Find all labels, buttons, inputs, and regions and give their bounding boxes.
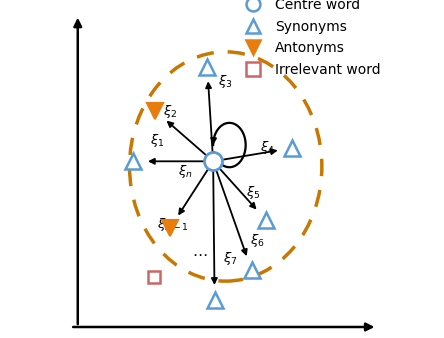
Text: $\cdots$: $\cdots$	[192, 245, 207, 261]
Legend: Centre word, Synonyms, Antonyms, Irrelevant word: Centre word, Synonyms, Antonyms, Irrelev…	[239, 0, 381, 77]
Text: $\xi_3$: $\xi_3$	[218, 73, 232, 90]
Text: $\xi_1$: $\xi_1$	[150, 132, 164, 149]
Text: $\xi_7$: $\xi_7$	[223, 250, 238, 267]
Text: $\xi_6$: $\xi_6$	[250, 232, 265, 249]
Text: $\xi_5$: $\xi_5$	[246, 184, 260, 201]
Text: $\xi_n$: $\xi_n$	[178, 163, 192, 180]
Text: $\xi_4$: $\xi_4$	[261, 140, 275, 156]
Text: $\xi_2$: $\xi_2$	[163, 103, 178, 120]
Text: $\xi_{n-1}$: $\xi_{n-1}$	[157, 216, 189, 233]
